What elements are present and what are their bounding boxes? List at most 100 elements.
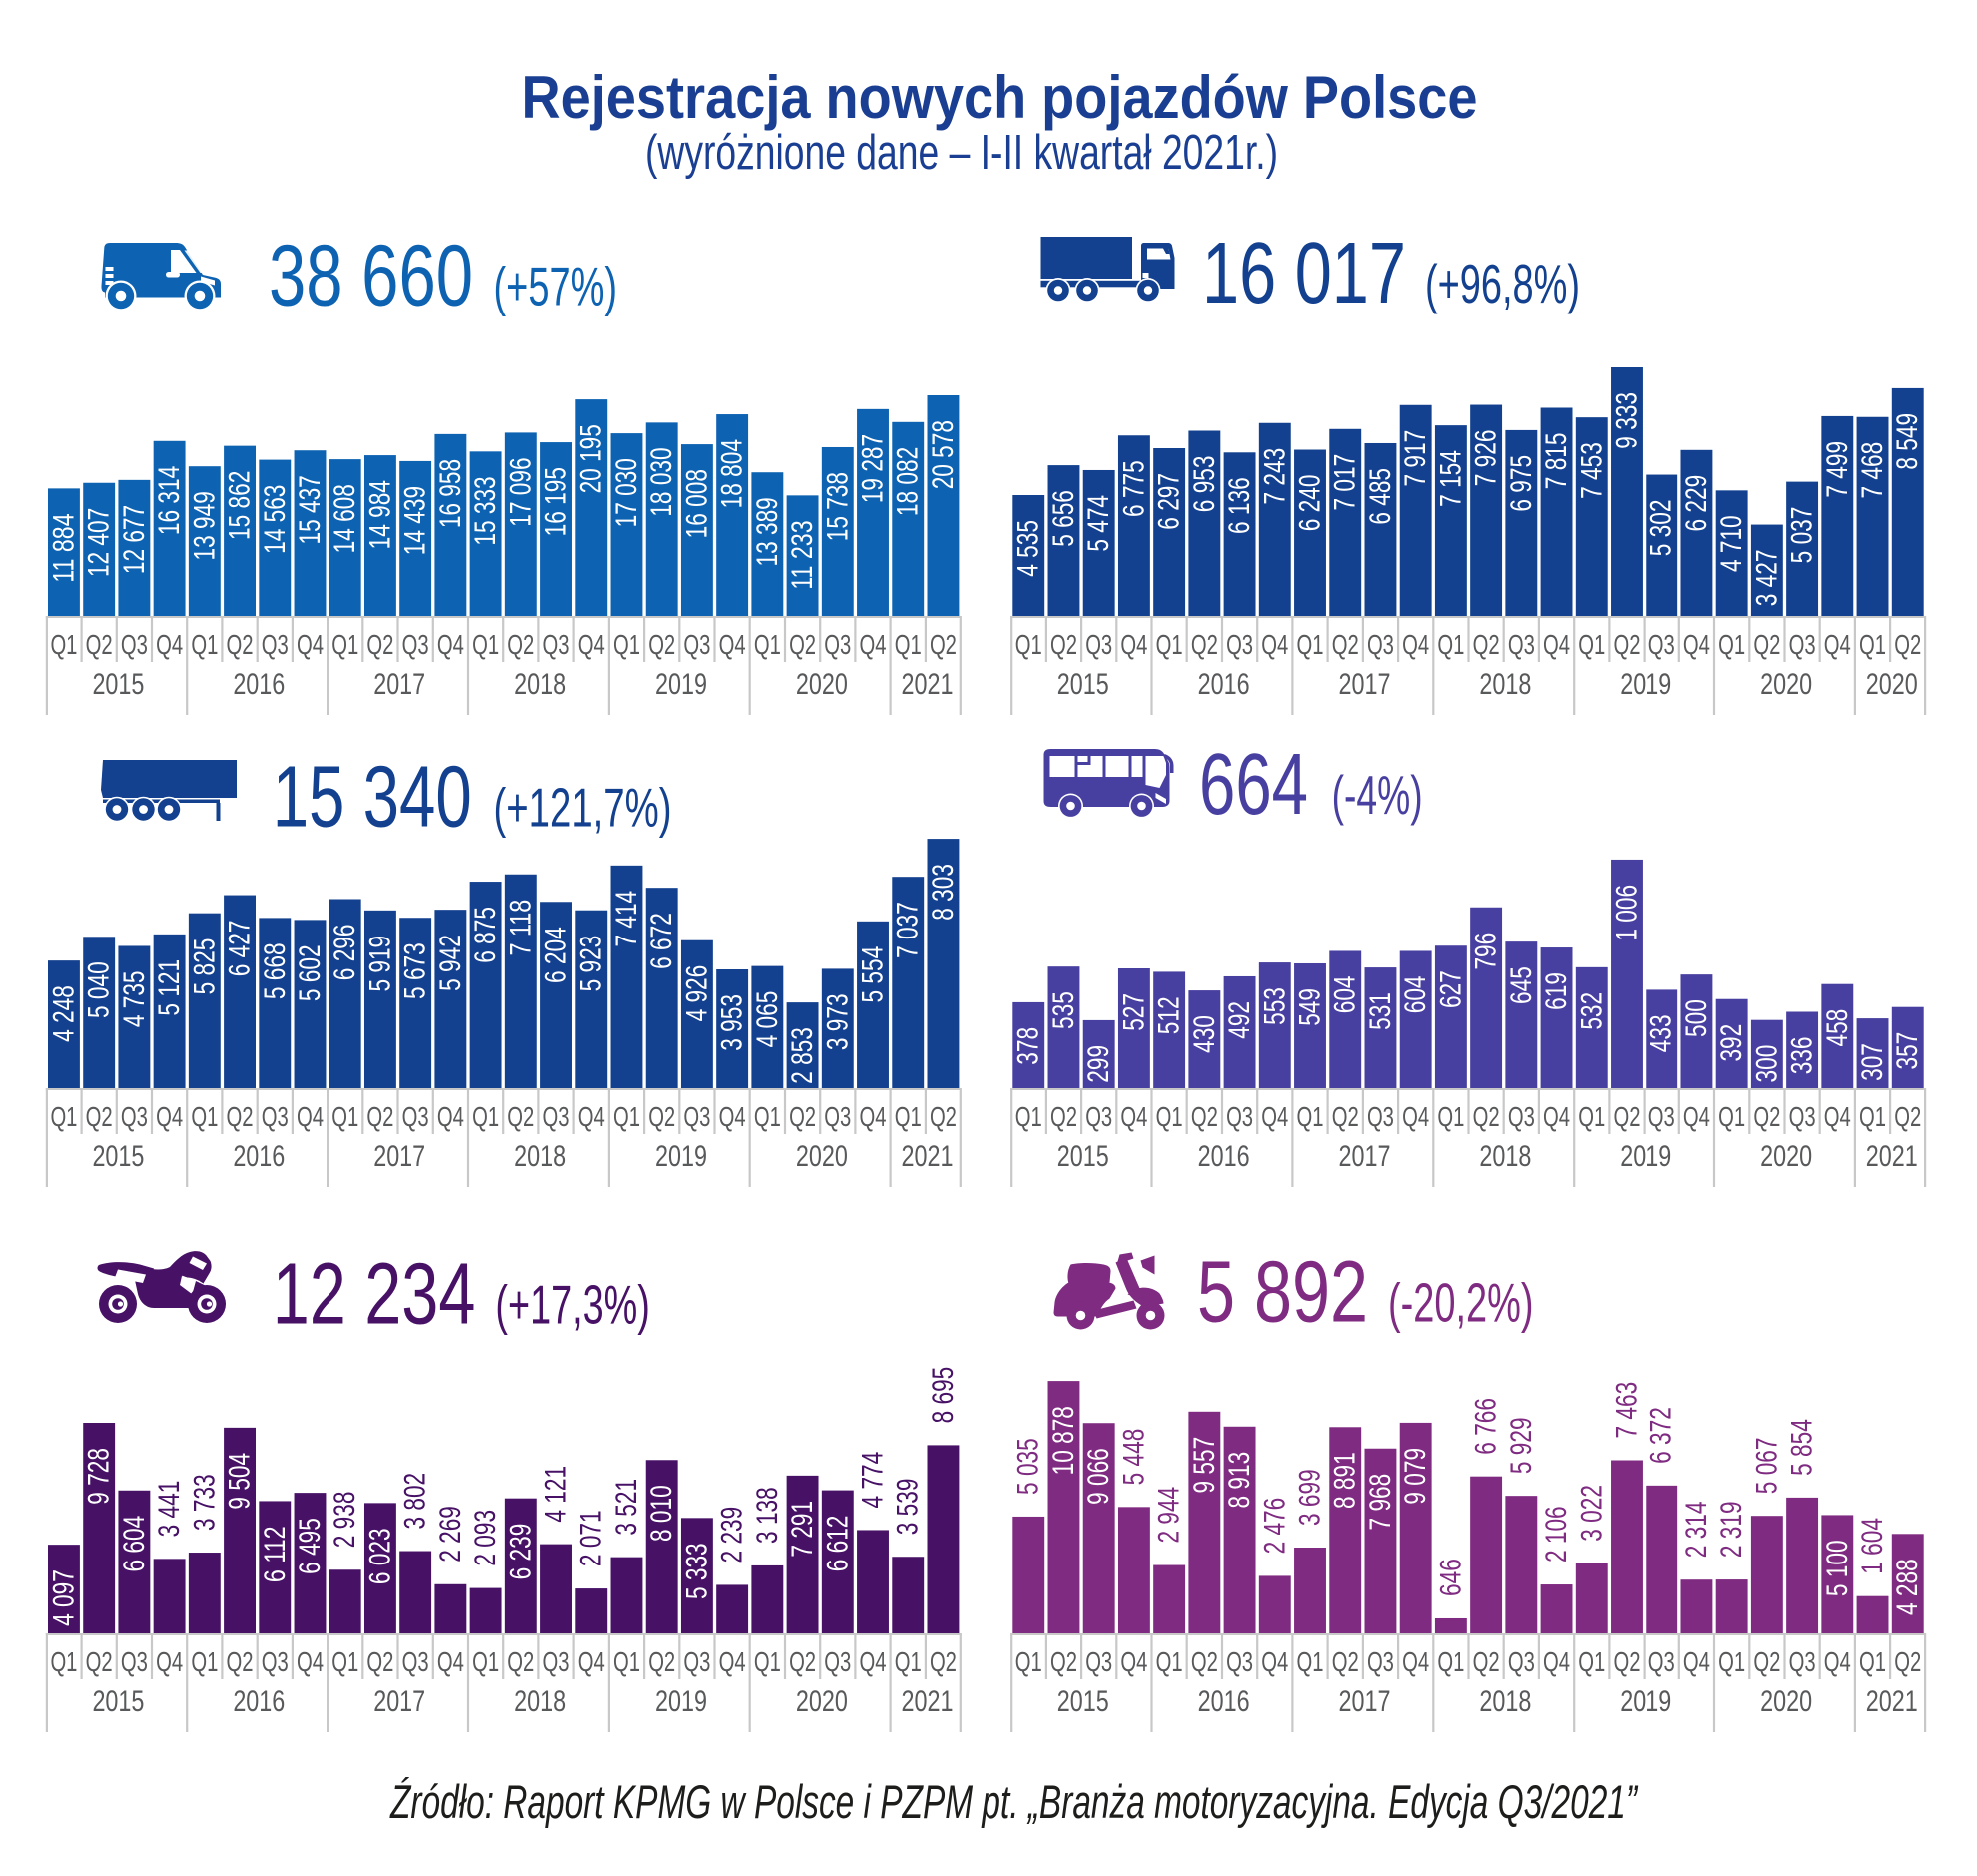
svg-text:553: 553 bbox=[1258, 987, 1291, 1025]
svg-text:Q1: Q1 bbox=[895, 629, 922, 660]
svg-text:300: 300 bbox=[1750, 1045, 1783, 1083]
svg-text:15 340: 15 340 bbox=[273, 749, 472, 846]
svg-text:7 468: 7 468 bbox=[1856, 442, 1889, 499]
svg-text:6 136: 6 136 bbox=[1223, 477, 1256, 534]
svg-text:16 958: 16 958 bbox=[434, 459, 467, 528]
svg-text:5 067: 5 067 bbox=[1750, 1437, 1783, 1494]
svg-text:Q3: Q3 bbox=[1648, 629, 1675, 660]
svg-text:Q3: Q3 bbox=[1789, 1101, 1816, 1132]
svg-text:2020: 2020 bbox=[796, 1685, 848, 1718]
svg-text:Q2: Q2 bbox=[789, 629, 816, 660]
svg-text:Q1: Q1 bbox=[613, 1646, 640, 1677]
svg-text:Q3: Q3 bbox=[683, 629, 710, 660]
svg-text:500: 500 bbox=[1680, 999, 1713, 1037]
svg-text:Q3: Q3 bbox=[1367, 1101, 1394, 1132]
svg-text:Q1: Q1 bbox=[50, 1646, 77, 1677]
svg-text:2 938: 2 938 bbox=[329, 1492, 361, 1549]
svg-text:5 825: 5 825 bbox=[188, 938, 221, 995]
svg-text:3 441: 3 441 bbox=[153, 1481, 186, 1538]
svg-text:12 407: 12 407 bbox=[83, 508, 116, 577]
svg-text:Q2: Q2 bbox=[1753, 1646, 1780, 1677]
svg-text:5 656: 5 656 bbox=[1047, 490, 1080, 547]
svg-text:15 333: 15 333 bbox=[469, 476, 502, 545]
svg-text:Q3: Q3 bbox=[402, 1646, 429, 1677]
svg-text:Q4: Q4 bbox=[860, 1101, 887, 1132]
svg-text:9 333: 9 333 bbox=[1610, 392, 1643, 449]
svg-text:2018: 2018 bbox=[1479, 1140, 1531, 1173]
svg-text:7 243: 7 243 bbox=[1258, 448, 1291, 505]
svg-text:Q4: Q4 bbox=[156, 629, 183, 660]
svg-text:6 495: 6 495 bbox=[294, 1518, 327, 1574]
svg-text:2016: 2016 bbox=[233, 1140, 285, 1173]
svg-text:2018: 2018 bbox=[514, 1140, 566, 1173]
svg-text:604: 604 bbox=[1329, 975, 1362, 1013]
svg-text:Q3: Q3 bbox=[1226, 1101, 1253, 1132]
svg-text:Rejestracja nowych pojazdów Po: Rejestracja nowych pojazdów Polsce bbox=[522, 64, 1478, 131]
svg-text:4 535: 4 535 bbox=[1012, 520, 1045, 577]
svg-text:3 733: 3 733 bbox=[188, 1474, 221, 1531]
svg-text:Q3: Q3 bbox=[683, 1646, 710, 1677]
svg-text:Q4: Q4 bbox=[1402, 1646, 1429, 1677]
svg-text:Q1: Q1 bbox=[1437, 1646, 1464, 1677]
svg-text:(wyróżnione dane – I-II kwarta: (wyróżnione dane – I-II kwartał 2021r.) bbox=[645, 126, 1278, 180]
svg-text:Q4: Q4 bbox=[297, 1101, 324, 1132]
svg-text:Q1: Q1 bbox=[1015, 1646, 1042, 1677]
svg-text:8 549: 8 549 bbox=[1891, 413, 1924, 470]
svg-text:Q3: Q3 bbox=[121, 1646, 148, 1677]
svg-text:Q2: Q2 bbox=[1191, 1646, 1218, 1677]
svg-text:2 944: 2 944 bbox=[1153, 1487, 1186, 1544]
svg-text:6 953: 6 953 bbox=[1188, 456, 1221, 513]
svg-text:532: 532 bbox=[1575, 992, 1608, 1030]
svg-text:4 710: 4 710 bbox=[1715, 515, 1748, 572]
svg-text:Q2: Q2 bbox=[1613, 1101, 1640, 1132]
svg-text:549: 549 bbox=[1294, 988, 1327, 1026]
svg-text:Q2: Q2 bbox=[930, 1646, 957, 1677]
svg-text:307: 307 bbox=[1856, 1043, 1889, 1081]
svg-text:6 775: 6 775 bbox=[1117, 460, 1150, 517]
svg-text:9 079: 9 079 bbox=[1399, 1448, 1432, 1505]
svg-text:433: 433 bbox=[1646, 1014, 1678, 1052]
svg-text:6 485: 6 485 bbox=[1364, 468, 1397, 525]
svg-text:5 554: 5 554 bbox=[857, 946, 890, 1003]
svg-text:9 557: 9 557 bbox=[1188, 1437, 1221, 1494]
svg-text:Q1: Q1 bbox=[1859, 1646, 1886, 1677]
svg-text:2 476: 2 476 bbox=[1258, 1498, 1291, 1555]
svg-text:Q3: Q3 bbox=[1085, 629, 1112, 660]
svg-text:6 604: 6 604 bbox=[118, 1516, 151, 1572]
svg-text:Q1: Q1 bbox=[1015, 1101, 1042, 1132]
svg-text:Q2: Q2 bbox=[1332, 1101, 1359, 1132]
svg-text:Q4: Q4 bbox=[156, 1646, 183, 1677]
svg-text:2019: 2019 bbox=[655, 1685, 707, 1718]
svg-text:Q3: Q3 bbox=[262, 1101, 289, 1132]
svg-text:Q4: Q4 bbox=[437, 1101, 464, 1132]
svg-text:Q1: Q1 bbox=[472, 629, 499, 660]
svg-text:20 195: 20 195 bbox=[575, 424, 608, 493]
svg-text:7 463: 7 463 bbox=[1610, 1382, 1643, 1439]
svg-text:664: 664 bbox=[1199, 736, 1308, 833]
svg-text:9 728: 9 728 bbox=[83, 1448, 116, 1505]
svg-text:3 539: 3 539 bbox=[892, 1479, 925, 1536]
svg-text:7 926: 7 926 bbox=[1470, 430, 1503, 487]
svg-text:19 287: 19 287 bbox=[857, 434, 890, 503]
svg-text:Q2: Q2 bbox=[789, 1646, 816, 1677]
svg-text:13 389: 13 389 bbox=[751, 497, 784, 566]
svg-text:6 427: 6 427 bbox=[224, 921, 257, 977]
svg-text:4 065: 4 065 bbox=[751, 991, 784, 1048]
svg-text:4 774: 4 774 bbox=[857, 1452, 890, 1509]
svg-text:2017: 2017 bbox=[373, 1140, 425, 1173]
svg-text:Q1: Q1 bbox=[1578, 1101, 1605, 1132]
svg-text:Q4: Q4 bbox=[1402, 1101, 1429, 1132]
svg-text:Q1: Q1 bbox=[754, 1646, 781, 1677]
svg-text:Q4: Q4 bbox=[437, 1646, 464, 1677]
svg-text:2015: 2015 bbox=[1057, 668, 1109, 701]
svg-text:Q2: Q2 bbox=[86, 1101, 113, 1132]
svg-text:535: 535 bbox=[1047, 991, 1080, 1029]
svg-text:7 815: 7 815 bbox=[1540, 433, 1573, 490]
svg-text:Q1: Q1 bbox=[331, 1646, 358, 1677]
svg-text:2016: 2016 bbox=[1198, 668, 1250, 701]
svg-text:Q1: Q1 bbox=[1297, 629, 1324, 660]
svg-text:(+121,7%): (+121,7%) bbox=[494, 777, 672, 839]
svg-text:Q4: Q4 bbox=[1683, 1646, 1710, 1677]
svg-text:2019: 2019 bbox=[1620, 1140, 1671, 1173]
svg-text:14 608: 14 608 bbox=[329, 484, 361, 553]
